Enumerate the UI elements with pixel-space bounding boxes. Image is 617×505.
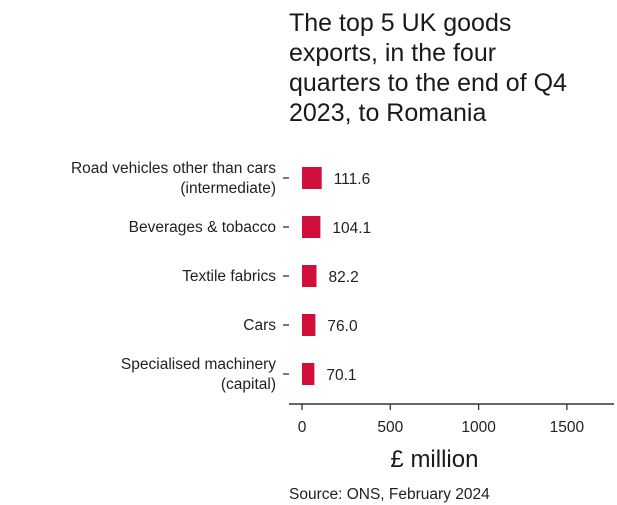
data-label: 70.1 [326,367,356,384]
category-label: Beverages & tobacco [129,219,276,236]
chart-title-line-2: exports, in the four [289,39,497,67]
data-label: 111.6 [334,171,371,188]
x-tick-label: 1000 [461,419,496,436]
x-tick-label: 0 [298,419,307,436]
chart-title-line-3: quarters to the end of Q4 [289,69,567,97]
bar [302,314,316,336]
x-tick-label: 1500 [550,419,585,436]
bar [302,216,321,238]
chart-title-line-4: 2023, to Romania [289,99,487,127]
x-tick-label: 500 [377,419,403,436]
category-label: (capital) [221,376,276,393]
bar [302,363,315,385]
category-label: Cars [243,317,276,334]
bar [302,167,322,189]
x-axis-label: £ million [390,446,478,473]
category-label: (intermediate) [180,180,276,197]
chart-title-line-1: The top 5 UK goods [289,9,512,37]
data-label: 104.1 [332,220,371,237]
source-note: Source: ONS, February 2024 [289,486,490,503]
data-label: 76.0 [327,318,358,335]
bar [302,265,317,287]
category-label: Specialised machinery [121,356,276,373]
data-label: 82.2 [329,269,359,286]
category-label: Textile fabrics [182,268,276,285]
category-label: Road vehicles other than cars [71,160,276,177]
